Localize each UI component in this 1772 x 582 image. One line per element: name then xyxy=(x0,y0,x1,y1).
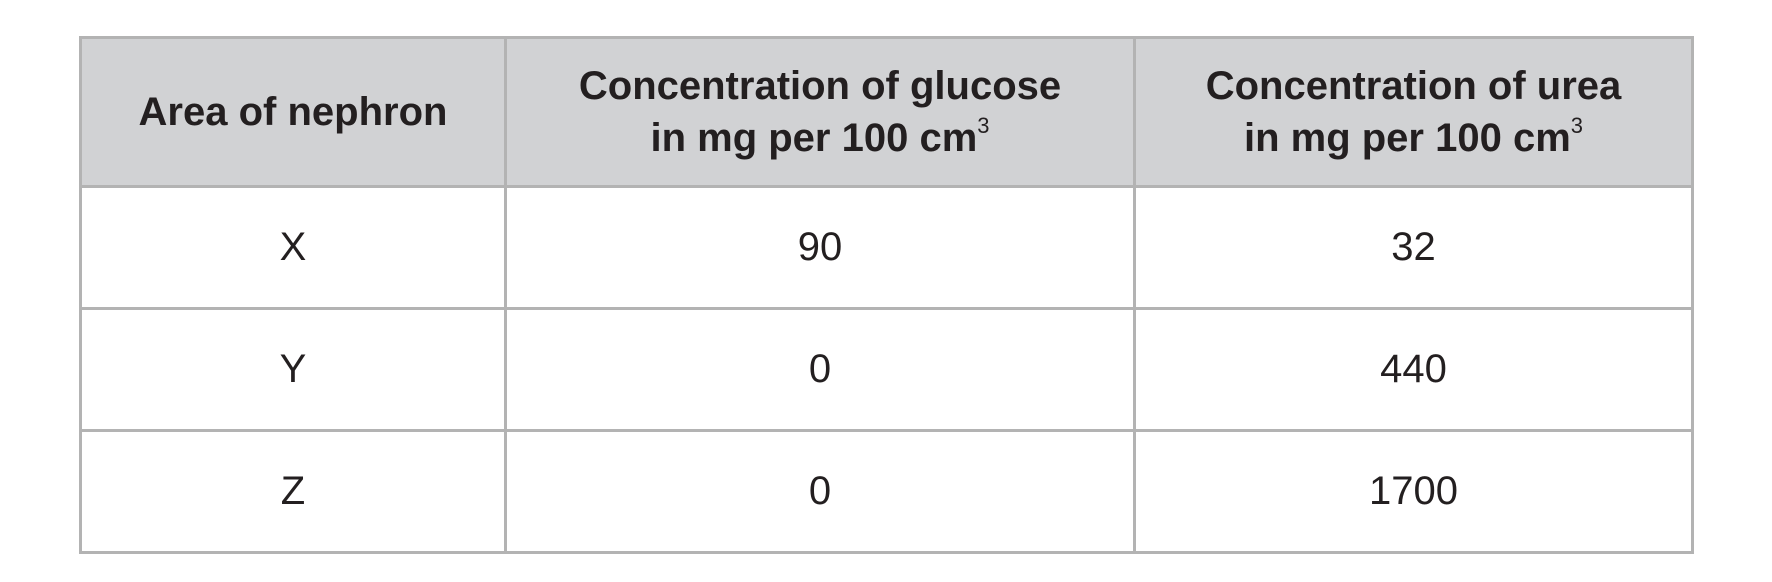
table-body: X 90 32 Y 0 440 Z 0 1700 xyxy=(79,185,1694,554)
table-row: Y 0 440 xyxy=(79,307,1694,432)
table-cell: 0 xyxy=(504,429,1136,554)
header-cell: Concentration of urea in mg per 100 cm3 xyxy=(1133,36,1694,188)
table-cell: Y xyxy=(79,307,507,432)
header-cell: Concentration of glucose in mg per 100 cm… xyxy=(504,36,1136,188)
table-row: X 90 32 xyxy=(79,185,1694,310)
header-line: Concentration of urea xyxy=(1205,64,1622,108)
header-line: in mg per 100 cm3 xyxy=(1243,113,1584,161)
table-cell: 90 xyxy=(504,185,1136,310)
header-line: in mg per 100 cm3 xyxy=(650,113,990,161)
data-table: Area of nephron Concentration of glucose i… xyxy=(79,36,1694,554)
table-cell: Z xyxy=(79,429,507,554)
header-line: Area of nephron xyxy=(138,90,448,134)
superscript: 3 xyxy=(977,113,990,138)
table-row: Z 0 1700 xyxy=(79,429,1694,554)
table-cell: 32 xyxy=(1133,185,1694,310)
table-cell: 0 xyxy=(504,307,1136,432)
superscript: 3 xyxy=(1570,113,1584,138)
table-cell: X xyxy=(79,185,507,310)
table-cell: 1700 xyxy=(1133,429,1694,554)
header-line: Concentration of glucose xyxy=(578,64,1062,108)
header-cell: Area of nephron xyxy=(79,36,507,188)
table-cell: 440 xyxy=(1133,307,1694,432)
header-row: Area of nephron Concentration of glucose i… xyxy=(79,36,1694,188)
